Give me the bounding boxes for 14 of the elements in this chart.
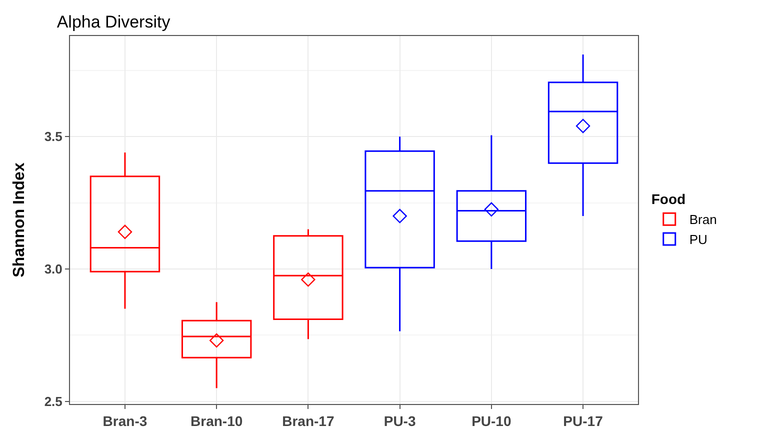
x-tick-label: PU-10 [472,412,512,429]
x-tick-label: PU-3 [384,412,416,429]
x-tick-label: Bran-10 [190,412,243,429]
x-tick-label: Bran-3 [102,412,148,429]
legend-label: PU [689,232,708,248]
x-tick-label: Bran-17 [282,412,334,429]
x-tick-label: PU-17 [563,412,604,429]
y-axis-title: Shannon Index [11,162,28,278]
legend-title: Food [651,191,686,208]
y-tick-label: 3.0 [44,262,62,277]
chart-title: Alpha Diversity [56,12,171,32]
y-tick-label: 2.5 [44,394,62,409]
y-tick-label: 3.5 [44,129,62,144]
legend-label: Bran [689,212,717,228]
